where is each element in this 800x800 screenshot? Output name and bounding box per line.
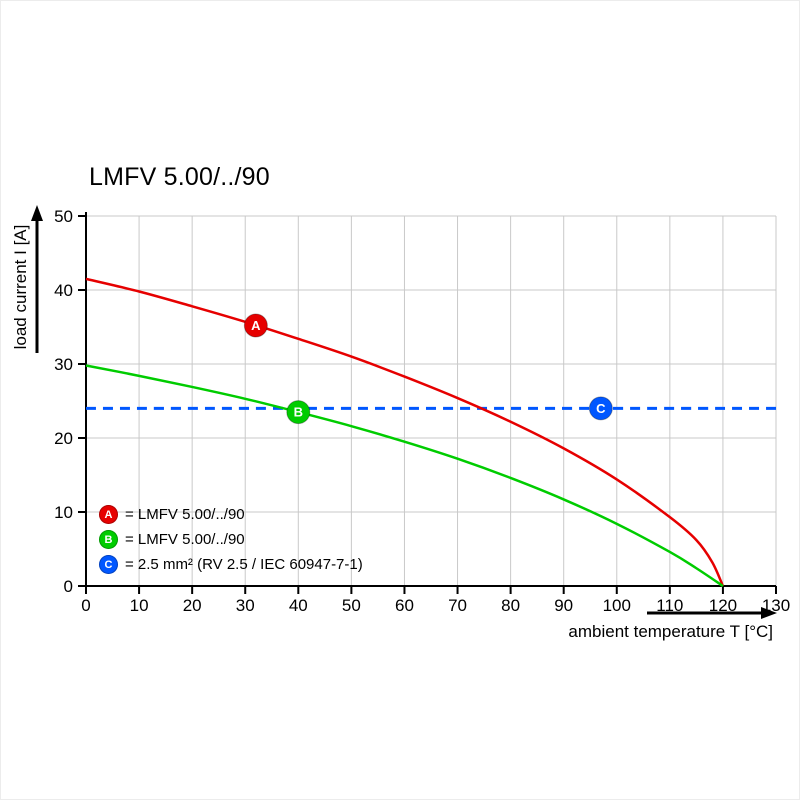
- y-tick-label: 20: [54, 429, 73, 448]
- x-tick-label: 60: [395, 596, 414, 615]
- curve-a: [85, 277, 725, 587]
- legend: A = LMFV 5.00/../90 B = LMFV 5.00/../90 C = 2…: [99, 502, 363, 577]
- legend-label-c: = 2.5 mm² (RV 2.5 / IEC 60947-7-1): [125, 556, 363, 573]
- marker-b: [286, 400, 311, 425]
- x-tick-label: 90: [554, 596, 573, 615]
- x-tick-label: 20: [183, 596, 202, 615]
- y-tick-label: 30: [54, 355, 73, 374]
- x-tick-label: 110: [656, 596, 683, 615]
- x-tick-label: 0: [81, 596, 90, 615]
- marker-letter-b: B: [294, 405, 303, 420]
- marker-letter-a: A: [251, 318, 261, 333]
- legend-bullet-a-icon: A: [99, 505, 118, 524]
- y-axis-arrow-head: [31, 205, 43, 221]
- marker-letter-c: C: [596, 401, 606, 416]
- x-tick-label: 80: [501, 596, 520, 615]
- marker-c: [588, 396, 613, 421]
- x-tick-label: 30: [236, 596, 255, 615]
- legend-item-b: B = LMFV 5.00/../90: [99, 527, 363, 552]
- x-axis-arrow-head: [761, 607, 777, 619]
- legend-bullet-c-icon: C: [99, 555, 118, 574]
- x-axis-label: ambient temperature T [°C]: [568, 622, 773, 641]
- y-tick-label: 40: [54, 281, 73, 300]
- legend-item-a: A = LMFV 5.00/../90: [99, 502, 363, 527]
- legend-item-c: C = 2.5 mm² (RV 2.5 / IEC 60947-7-1): [99, 552, 363, 577]
- curve-b: [85, 364, 724, 588]
- legend-bullet-b-icon: B: [99, 530, 118, 549]
- marker-a: [243, 313, 268, 338]
- chart-title: LMFV 5.00/../90: [89, 163, 270, 191]
- y-tick-label: 50: [54, 207, 73, 226]
- x-tick-label: 70: [448, 596, 467, 615]
- legend-label-b: = LMFV 5.00/../90: [125, 531, 245, 548]
- x-tick-label: 10: [130, 596, 149, 615]
- legend-label-a: = LMFV 5.00/../90: [125, 506, 245, 523]
- x-tick-label: 40: [289, 596, 308, 615]
- x-tick-label: 100: [603, 596, 631, 615]
- y-tick-label: 10: [54, 503, 73, 522]
- y-tick-label: 0: [64, 577, 73, 596]
- x-tick-label: 120: [709, 596, 737, 615]
- x-tick-label: 50: [342, 596, 361, 615]
